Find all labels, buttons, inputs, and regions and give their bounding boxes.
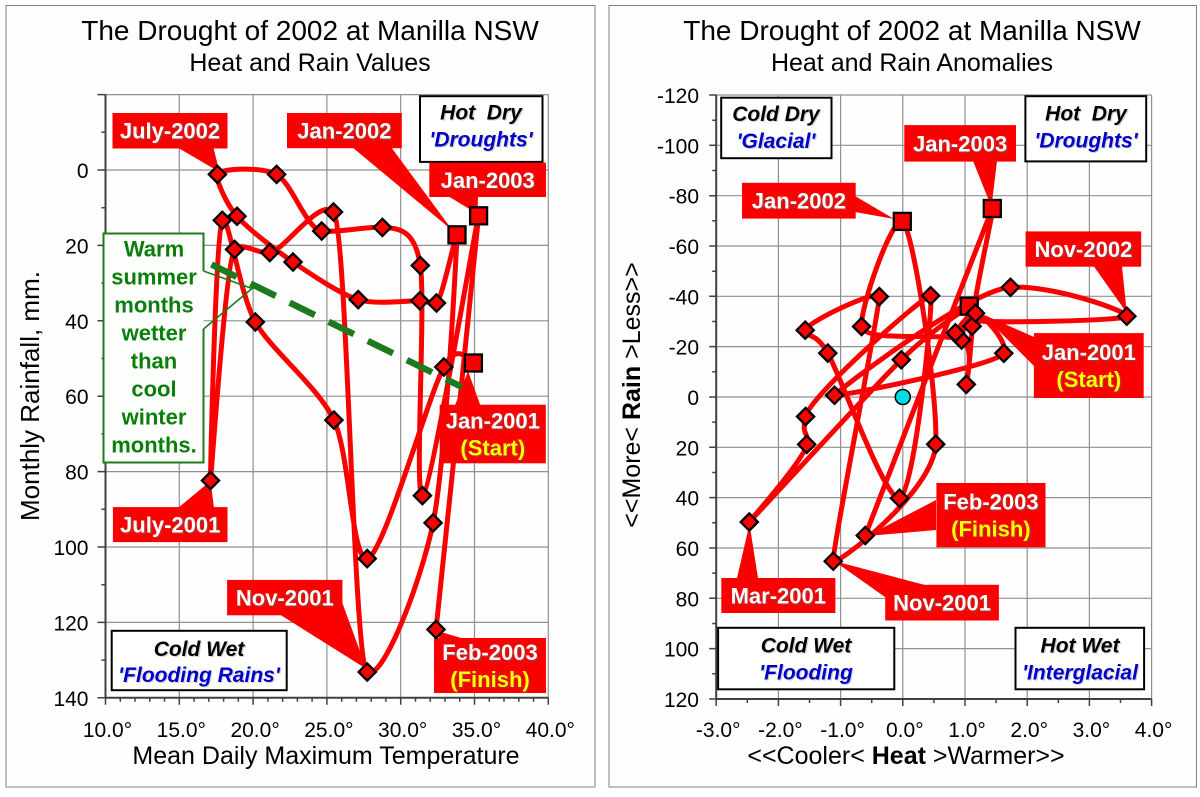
svg-text:140: 140 bbox=[53, 688, 88, 711]
svg-text:Nov-2001: Nov-2001 bbox=[893, 591, 991, 616]
svg-text:40.0°: 40.0° bbox=[526, 719, 575, 742]
svg-text:(Start): (Start) bbox=[460, 435, 525, 460]
svg-text:2.0°: 2.0° bbox=[1010, 719, 1048, 742]
svg-text:'Interglacial: 'Interglacial bbox=[1022, 662, 1139, 685]
svg-text:10.0°: 10.0° bbox=[83, 719, 132, 742]
svg-text:20.0°: 20.0° bbox=[230, 719, 279, 742]
svg-text:0: 0 bbox=[77, 160, 89, 183]
svg-text:Jan-2002: Jan-2002 bbox=[297, 119, 391, 144]
svg-text:July-2002: July-2002 bbox=[120, 119, 220, 144]
svg-text:cool: cool bbox=[131, 377, 176, 402]
svg-text:Hot Wet: Hot Wet bbox=[1041, 635, 1121, 658]
svg-text:-3.0°: -3.0° bbox=[696, 719, 741, 742]
svg-text:Warm: Warm bbox=[124, 237, 184, 262]
svg-text:Cold Wet: Cold Wet bbox=[154, 638, 246, 661]
svg-text:-100: -100 bbox=[657, 135, 699, 158]
svg-text:Heat and Rain Values: Heat and Rain Values bbox=[189, 49, 430, 77]
svg-text:<<Cooler< Heat >Warmer>>: <<Cooler< Heat >Warmer>> bbox=[747, 742, 1064, 770]
svg-text:Jan-2003: Jan-2003 bbox=[913, 131, 1007, 156]
svg-text:Hot Dry: Hot Dry bbox=[440, 102, 523, 125]
svg-text:Nov-2001: Nov-2001 bbox=[236, 586, 334, 611]
svg-text:-60: -60 bbox=[669, 236, 699, 259]
svg-text:'Flooding Rains': 'Flooding Rains' bbox=[118, 664, 281, 687]
svg-text:100: 100 bbox=[664, 639, 699, 662]
svg-text:40: 40 bbox=[65, 311, 88, 334]
svg-text:(Finish): (Finish) bbox=[951, 517, 1030, 542]
svg-text:15.0°: 15.0° bbox=[157, 719, 206, 742]
svg-text:Mean Daily Maximum Temperature: Mean Daily Maximum Temperature bbox=[132, 742, 519, 770]
svg-text:The Drought of 2002 at Manilla: The Drought of 2002 at Manilla NSW bbox=[683, 15, 1141, 46]
svg-text:-1.0°: -1.0° bbox=[820, 719, 865, 742]
svg-text:0: 0 bbox=[687, 387, 699, 410]
svg-text:Feb-2003: Feb-2003 bbox=[943, 490, 1038, 515]
svg-text:The Drought of 2002 at Manilla: The Drought of 2002 at Manilla NSW bbox=[81, 15, 539, 46]
svg-text:100: 100 bbox=[53, 537, 88, 560]
svg-text:1.0°: 1.0° bbox=[948, 719, 986, 742]
svg-text:Hot Dry: Hot Dry bbox=[1045, 103, 1128, 126]
svg-text:Jan-2003: Jan-2003 bbox=[441, 168, 535, 193]
svg-text:4.0°: 4.0° bbox=[1135, 719, 1173, 742]
svg-text:80: 80 bbox=[676, 588, 699, 611]
svg-text:80: 80 bbox=[65, 462, 88, 485]
svg-text:Heat and Rain Anomalies: Heat and Rain Anomalies bbox=[771, 49, 1053, 77]
svg-text:-2.0°: -2.0° bbox=[758, 719, 803, 742]
svg-text:Feb-2003: Feb-2003 bbox=[442, 640, 537, 665]
svg-text:120: 120 bbox=[664, 689, 699, 712]
svg-text:than: than bbox=[131, 349, 177, 374]
svg-text:'Glacial': 'Glacial' bbox=[737, 130, 817, 153]
svg-text:summer: summer bbox=[111, 265, 197, 290]
svg-text:0.0°: 0.0° bbox=[886, 719, 924, 742]
svg-text:Monthly Rainfall, mm.: Monthly Rainfall, mm. bbox=[15, 271, 45, 521]
svg-text:20: 20 bbox=[676, 437, 699, 460]
svg-text:60: 60 bbox=[676, 538, 699, 561]
svg-text:Mar-2001: Mar-2001 bbox=[731, 583, 826, 608]
svg-text:<<More< Rain >Less>>: <<More< Rain >Less>> bbox=[618, 262, 646, 527]
svg-text:-80: -80 bbox=[669, 186, 699, 209]
svg-text:months.: months. bbox=[111, 433, 197, 458]
svg-text:'Droughts': 'Droughts' bbox=[1034, 130, 1138, 153]
svg-text:Nov-2002: Nov-2002 bbox=[1034, 237, 1132, 262]
svg-text:'Droughts': 'Droughts' bbox=[429, 129, 533, 152]
svg-text:Cold Dry: Cold Dry bbox=[732, 103, 821, 126]
svg-text:winter: winter bbox=[121, 405, 187, 430]
svg-text:Jan-2002: Jan-2002 bbox=[752, 189, 846, 214]
svg-text:months: months bbox=[114, 293, 193, 318]
svg-text:Cold Wet: Cold Wet bbox=[761, 635, 853, 658]
svg-text:120: 120 bbox=[53, 612, 88, 635]
svg-text:60: 60 bbox=[65, 386, 88, 409]
svg-text:-120: -120 bbox=[657, 85, 699, 108]
svg-text:35.0°: 35.0° bbox=[452, 719, 501, 742]
svg-text:25.0°: 25.0° bbox=[304, 719, 353, 742]
svg-text:-20: -20 bbox=[669, 337, 699, 360]
svg-text:wetter: wetter bbox=[121, 321, 187, 346]
svg-text:(Finish): (Finish) bbox=[450, 667, 529, 692]
svg-text:'Flooding: 'Flooding bbox=[759, 662, 853, 685]
svg-text:30.0°: 30.0° bbox=[378, 719, 427, 742]
svg-text:3.0°: 3.0° bbox=[1073, 719, 1111, 742]
svg-text:-40: -40 bbox=[669, 286, 699, 309]
svg-text:40: 40 bbox=[676, 488, 699, 511]
svg-text:20: 20 bbox=[65, 235, 88, 258]
svg-text:(Start): (Start) bbox=[1056, 367, 1121, 392]
svg-text:Jan-2001: Jan-2001 bbox=[446, 408, 540, 433]
svg-text:Jan-2001: Jan-2001 bbox=[1042, 340, 1136, 365]
svg-text:July-2001: July-2001 bbox=[120, 513, 220, 538]
